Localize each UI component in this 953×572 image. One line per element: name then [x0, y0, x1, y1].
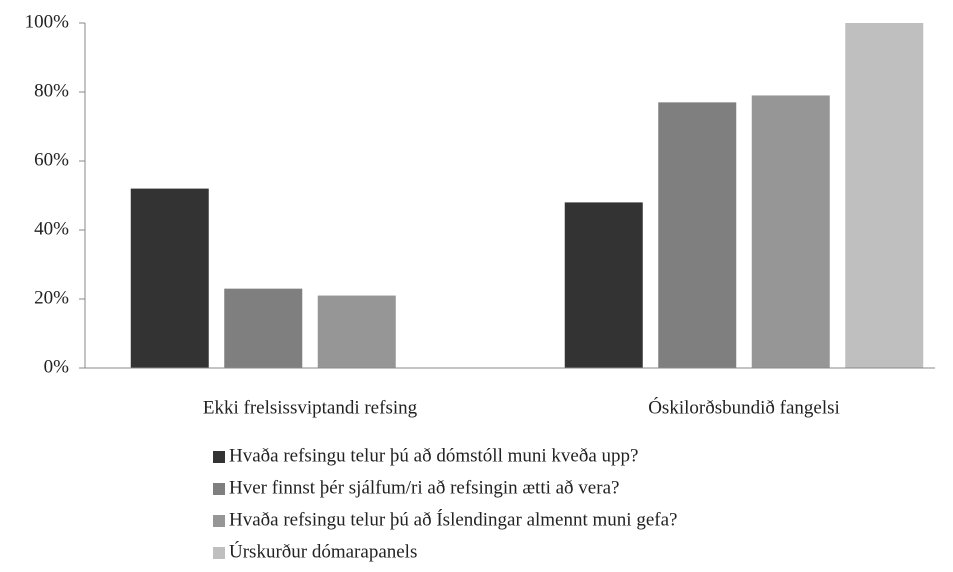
- legend-swatch: [213, 547, 225, 559]
- legend-swatch: [213, 515, 225, 527]
- y-tick-label: 20%: [34, 287, 69, 308]
- legend-label: Hver finnst þér sjálfum/ri að refsingin …: [229, 477, 619, 498]
- y-tick-label: 60%: [34, 149, 69, 170]
- y-tick-label: 40%: [34, 218, 69, 239]
- x-tick-label: Óskilorðsbundið fangelsi: [648, 396, 840, 418]
- bar: [317, 295, 396, 368]
- bar: [130, 188, 209, 368]
- bar: [845, 23, 924, 368]
- y-tick-label: 0%: [44, 356, 70, 377]
- bar: [564, 202, 643, 368]
- legend-swatch: [213, 483, 225, 495]
- legend-label: Hvaða refsingu telur þú að Íslendingar a…: [229, 508, 677, 530]
- bar: [224, 288, 303, 368]
- bar: [751, 95, 830, 368]
- bar: [658, 102, 737, 368]
- legend-label: Hvaða refsingu telur þú að dómstóll muni…: [229, 445, 638, 466]
- legend-swatch: [213, 451, 225, 463]
- y-tick-label: 80%: [34, 80, 69, 101]
- legend-label: Úrskurður dómarapanels: [229, 540, 417, 562]
- y-tick-label: 100%: [25, 11, 70, 32]
- x-tick-label: Ekki frelsissviptandi refsing: [203, 397, 418, 418]
